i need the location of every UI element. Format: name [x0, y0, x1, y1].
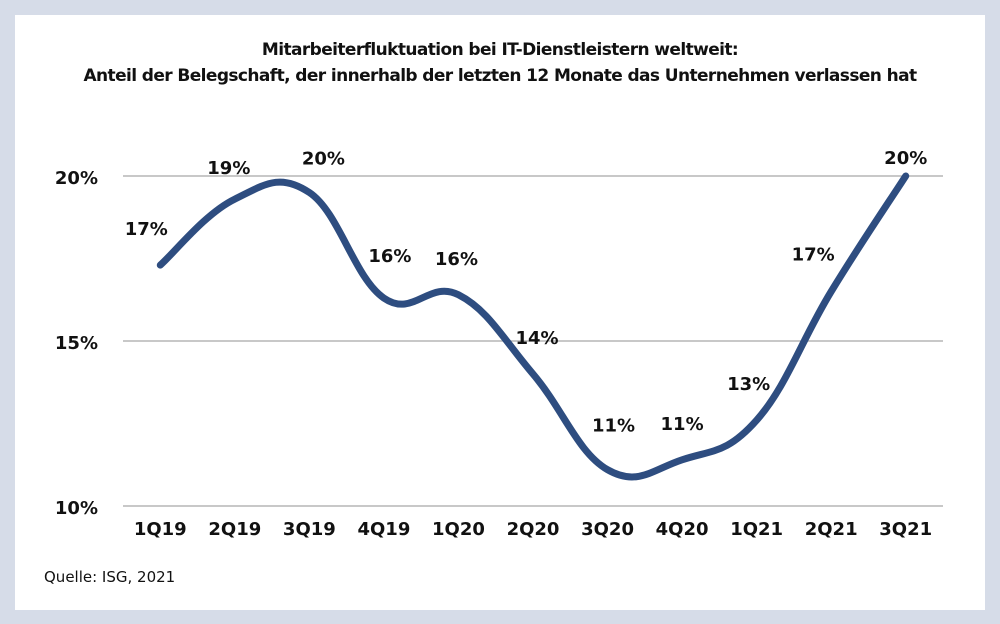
data-label: 11% — [592, 416, 635, 437]
x-tick-label: 3Q21 — [879, 519, 932, 540]
chart-panel — [15, 15, 985, 610]
data-label: 13% — [727, 374, 770, 395]
data-label: 20% — [302, 149, 345, 170]
x-tick-label: 4Q19 — [357, 519, 410, 540]
x-tick-label: 4Q20 — [656, 519, 709, 540]
series-line — [156, 172, 910, 481]
x-tick-label: 2Q19 — [208, 519, 261, 540]
x-tick-label: 3Q19 — [283, 519, 336, 540]
data-label: 16% — [435, 249, 478, 270]
data-label: 16% — [368, 246, 411, 267]
x-tick-label: 2Q20 — [507, 519, 560, 540]
data-label: 14% — [515, 328, 558, 349]
data-label: 11% — [661, 414, 704, 435]
x-tick-label: 1Q19 — [134, 519, 187, 540]
x-axis-ticks: 1Q19 2Q19 3Q19 4Q19 1Q20 2Q20 3Q20 4Q20 1Q21 2Q21… — [134, 519, 932, 540]
data-label: 17% — [792, 245, 835, 266]
x-tick-label: 3Q20 — [581, 519, 634, 540]
source-note: Quelle: ISG, 2021 — [44, 568, 176, 586]
x-tick-label: 2Q21 — [805, 519, 858, 540]
data-labels: 17% 19% 20% 16% 16% 14% 11% 11% 13% 17% 20% — [125, 148, 928, 437]
y-tick-label: 10% — [55, 498, 98, 519]
y-tick-label: 15% — [55, 333, 98, 354]
data-label: 17% — [125, 219, 168, 240]
x-tick-label: 1Q21 — [730, 519, 783, 540]
y-tick-label: 20% — [55, 168, 98, 189]
series-group — [156, 172, 910, 481]
x-tick-label: 1Q20 — [432, 519, 485, 540]
y-axis-ticks: 10% 15% 20% — [55, 168, 98, 519]
data-label: 20% — [884, 148, 927, 169]
chart-title: Mitarbeiterfluktuation bei IT-Dienstleis… — [261, 40, 739, 60]
chart-subtitle: Anteil der Belegschaft, der innerhalb de… — [83, 66, 918, 86]
data-label: 19% — [207, 158, 250, 179]
